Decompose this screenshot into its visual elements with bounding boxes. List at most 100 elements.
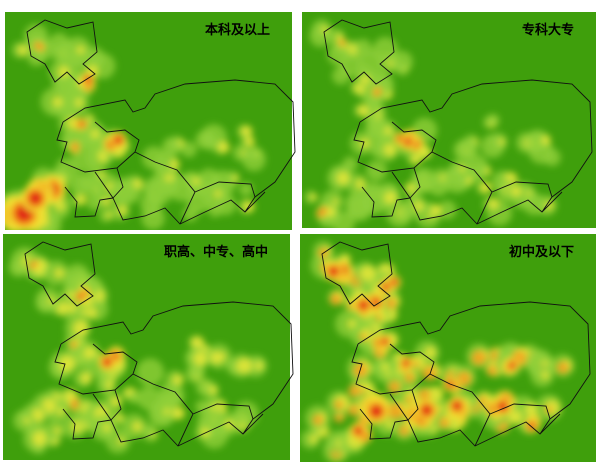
heat-layer [300, 240, 575, 462]
heat-blob [332, 66, 350, 85]
heat-blob [382, 283, 389, 291]
heat-blob [192, 177, 200, 186]
heat-blob [73, 144, 78, 149]
heat-blob [486, 113, 500, 127]
heat-blob [384, 191, 397, 204]
heat-blob [334, 412, 344, 423]
heat-blob [162, 137, 181, 156]
heat-blob [164, 408, 171, 415]
heat-blob [391, 50, 413, 73]
heat-blob [117, 205, 127, 215]
heat-blob [370, 405, 383, 417]
heat-blob [72, 145, 100, 173]
heat-blob [463, 154, 488, 178]
heat-blob [76, 194, 87, 205]
heat-blob [498, 401, 508, 411]
panel-title: 职高、中专、高中 [164, 244, 268, 260]
heat-blob [358, 300, 368, 310]
heat-blob [309, 435, 318, 444]
heat-blob [73, 400, 77, 405]
heat-blob [340, 40, 344, 45]
heat-blob [242, 147, 266, 172]
heat-blob [488, 198, 499, 210]
heat-blob [180, 141, 197, 158]
heat-blob [87, 307, 97, 318]
heat-blob [329, 266, 339, 276]
heat-blob [73, 320, 89, 336]
heat-blob [141, 206, 165, 230]
heat-blob [84, 76, 92, 83]
heat-blob [354, 427, 362, 435]
heat-blob [385, 298, 397, 309]
heat-blob [217, 141, 230, 154]
heat-blob [54, 268, 64, 278]
heat-blob [359, 333, 367, 341]
map-panel: 职高、中专、高中 [3, 234, 294, 460]
heat-blob [110, 396, 122, 407]
heat-blob [53, 427, 61, 435]
heat-blob [142, 423, 156, 438]
heat-blob [428, 386, 444, 402]
heat-blob [32, 431, 47, 446]
heat-blob [254, 362, 263, 371]
heat-blob [56, 407, 65, 416]
heat-blob [147, 192, 161, 206]
heat-blob [330, 293, 342, 306]
heat-blob [543, 148, 561, 167]
heat-blob [384, 126, 393, 135]
heat-blob [457, 137, 479, 159]
heat-blob [71, 343, 75, 347]
heat-blob [525, 402, 539, 416]
heat-blob [556, 361, 569, 374]
heat-blob [437, 200, 457, 220]
heat-blob [402, 359, 410, 367]
heat-blob [487, 365, 498, 376]
heat-blob [388, 380, 401, 394]
heat-blob [208, 204, 222, 218]
heat-blob [528, 422, 535, 430]
heat-blob [312, 414, 324, 426]
heat-blob [186, 186, 213, 213]
heat-blob [80, 372, 92, 384]
heat-blob [397, 135, 403, 142]
heat-blob [103, 358, 111, 366]
heat-blob [498, 138, 505, 145]
heat-blob [36, 43, 40, 48]
heat-blob [58, 66, 70, 78]
heat-blob [105, 212, 113, 219]
heat-layer [5, 23, 266, 230]
heat-blob [404, 372, 415, 383]
heat-blob [87, 115, 95, 122]
heat-blob [348, 384, 361, 398]
panel-title: 专科大专 [522, 22, 574, 38]
heat-blob [398, 425, 410, 436]
heat-blob [244, 136, 255, 147]
heat-blob [411, 153, 422, 165]
heat-blob [354, 39, 372, 56]
heat-blob [381, 362, 389, 371]
heat-blob [59, 355, 75, 371]
heat-blob [438, 417, 450, 428]
heat-blob [236, 358, 252, 374]
heat-blob [80, 308, 88, 316]
heat-blob [430, 204, 442, 216]
heat-blob [541, 135, 551, 145]
heat-blob [66, 291, 75, 299]
heat-blob [347, 302, 355, 310]
heat-blob [30, 264, 34, 268]
heat-blob [335, 33, 343, 41]
heat-blob [452, 401, 462, 411]
heat-blob [321, 208, 326, 213]
map-panel: 初中及以下 [300, 234, 596, 462]
heat-blob [541, 371, 550, 380]
heat-layer [8, 247, 267, 454]
heat-blob [52, 96, 63, 107]
heat-blob [240, 125, 253, 138]
panel-title: 本科及以上 [205, 22, 270, 38]
map-panel: 本科及以上 [5, 12, 296, 230]
heat-blob [424, 346, 437, 359]
heat-blob [374, 91, 378, 96]
heat-blob [224, 419, 234, 429]
heat-layer [304, 19, 561, 228]
heat-blob [508, 410, 523, 424]
